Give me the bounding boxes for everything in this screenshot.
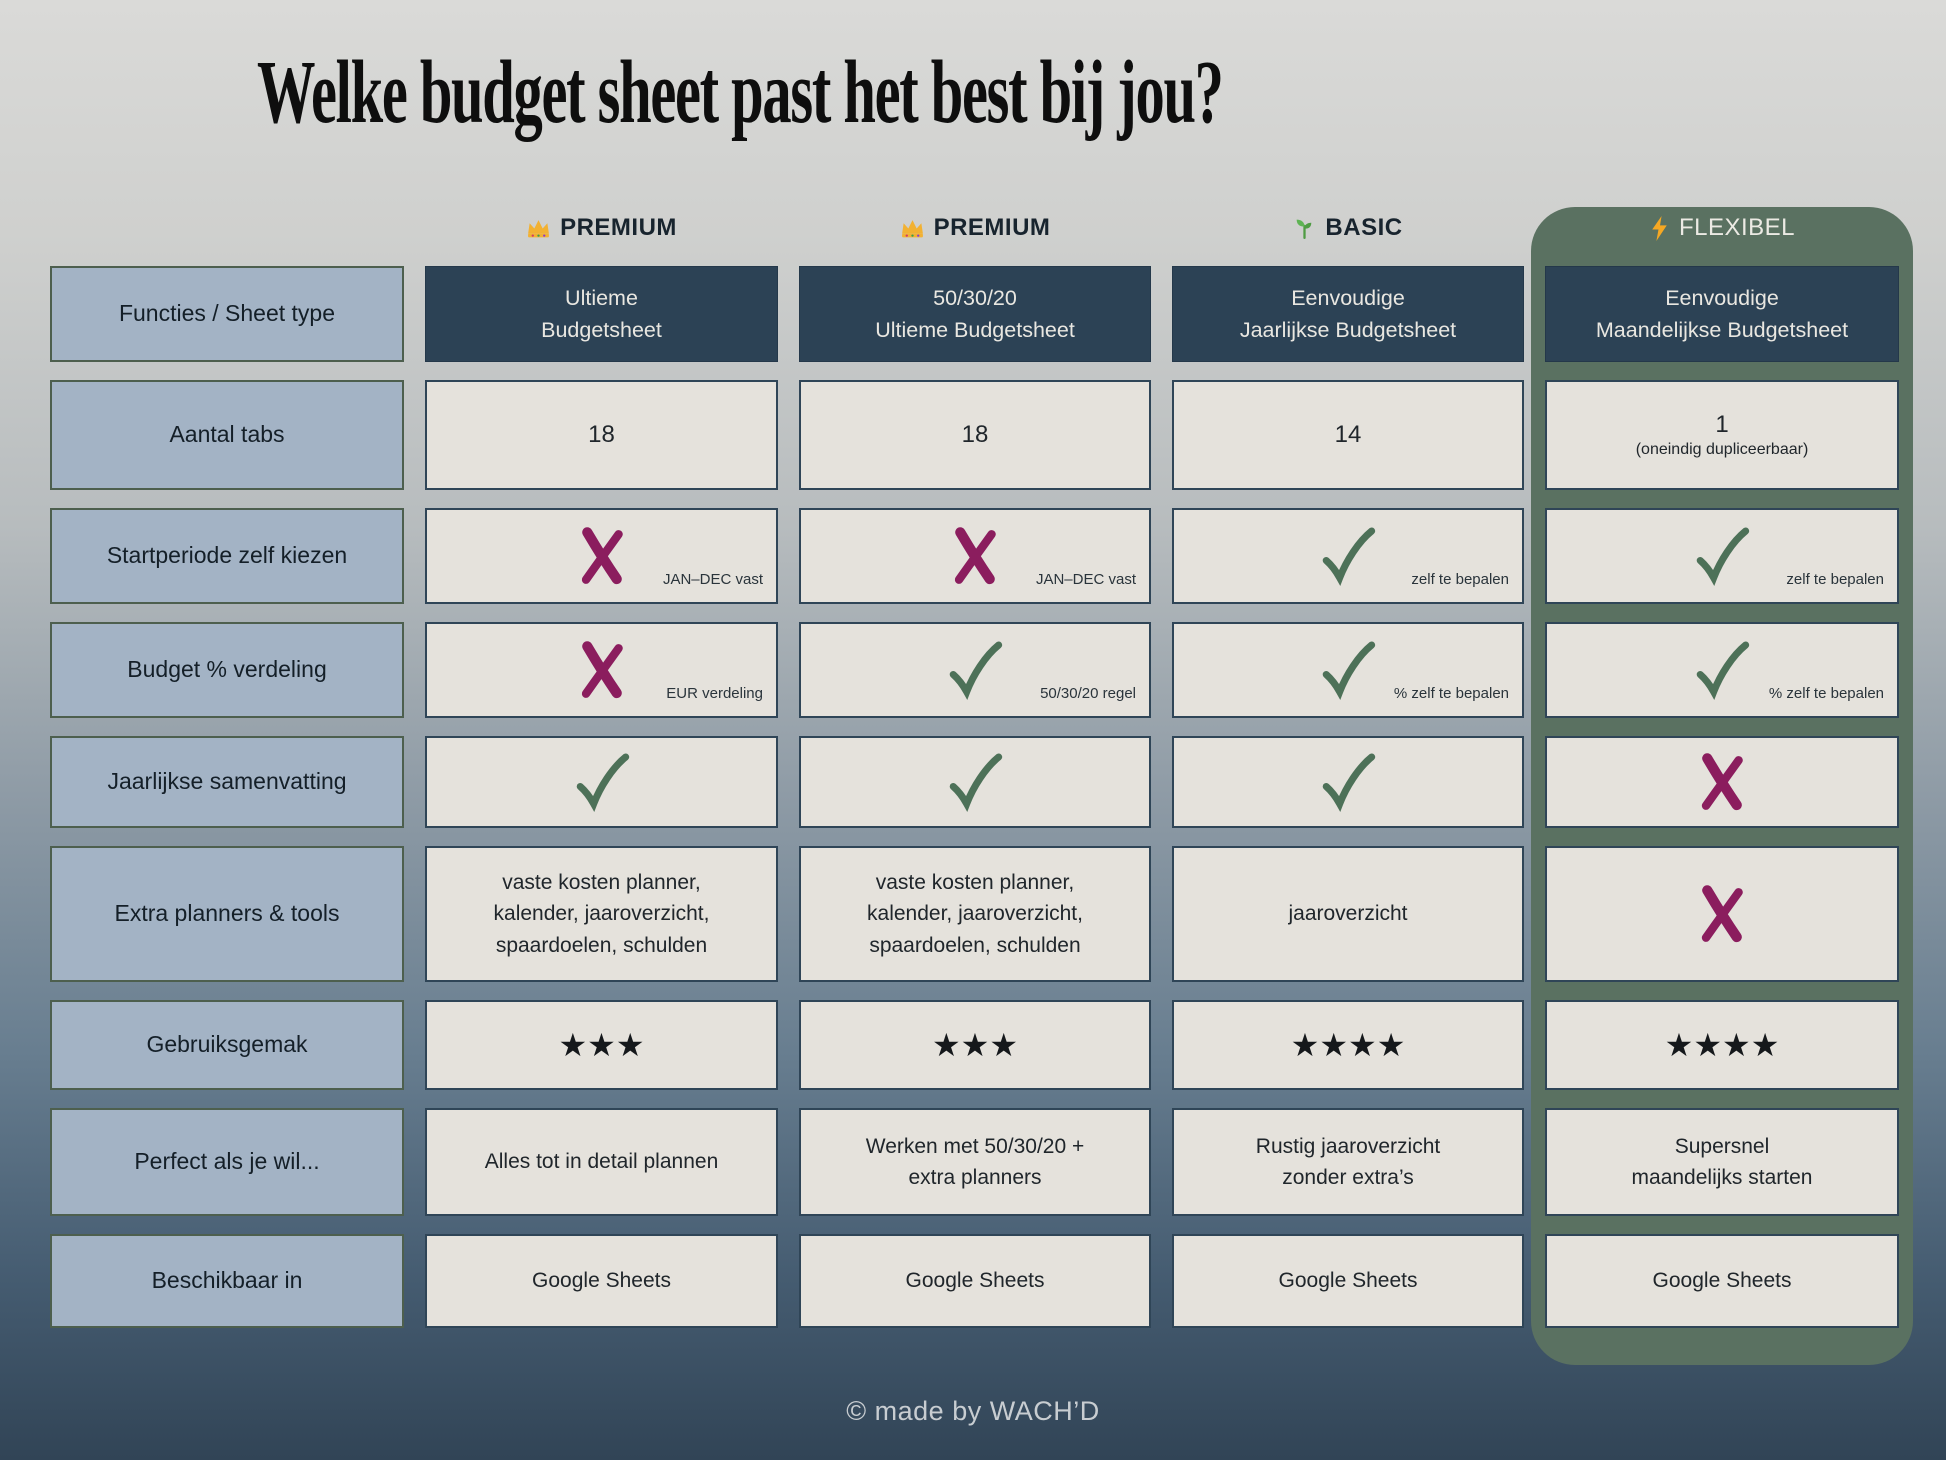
cross-icon: [1690, 882, 1754, 946]
check-icon: [1316, 750, 1380, 814]
tier-badge-premium-2: PREMIUM: [799, 208, 1151, 248]
cell-tabs-col4: 1 (oneindig dupliceerbaar): [1545, 380, 1899, 490]
row-label-extra-planners: Extra planners & tools: [50, 846, 404, 982]
cell-samenvatting-col1: [425, 736, 778, 828]
cell-tabs-col1: 18: [425, 380, 778, 490]
cell-perfect-col1: Alles tot in detail plannen: [425, 1108, 778, 1216]
cell-samenvatting-col4: [1545, 736, 1899, 828]
cell-beschikbaar-col3: Google Sheets: [1172, 1234, 1524, 1328]
cell-budget-col3: % zelf te bepalen: [1172, 622, 1524, 718]
cell-startperiode-col3: zelf te bepalen: [1172, 508, 1524, 604]
cell-note: zelf te bepalen: [1411, 571, 1509, 588]
row-label-startperiode: Startperiode zelf kiezen: [50, 508, 404, 604]
cross-icon: [570, 524, 634, 588]
row-label-jaarlijkse-samenvatting: Jaarlijkse samenvatting: [50, 736, 404, 828]
crown-icon: [900, 218, 925, 239]
cell-extra-col2: vaste kosten planner, kalender, jaarover…: [799, 846, 1151, 982]
cell-tabs-col2: 18: [799, 380, 1151, 490]
cell-tabs-col3: 14: [1172, 380, 1524, 490]
cell-stars-col1: ★★★: [425, 1000, 778, 1090]
cell-beschikbaar-col2: Google Sheets: [799, 1234, 1151, 1328]
cross-icon: [570, 638, 634, 702]
cell-note: zelf te bepalen: [1786, 571, 1884, 588]
cell-note: EUR verdeling: [666, 685, 763, 702]
tier-label: PREMIUM: [560, 214, 677, 241]
cell-startperiode-col1: JAN–DEC vast: [425, 508, 778, 604]
check-icon: [943, 750, 1007, 814]
cell-perfect-col2: Werken met 50/30/20 + extra planners: [799, 1108, 1151, 1216]
page-title: Welke budget sheet past het best bij jou…: [257, 43, 1224, 142]
cell-samenvatting-col2: [799, 736, 1151, 828]
check-icon: [570, 750, 634, 814]
lightning-icon: [1649, 215, 1670, 242]
cell-startperiode-col2: JAN–DEC vast: [799, 508, 1151, 604]
cell-extra-col4: [1545, 846, 1899, 982]
tabs-note: (oneindig dupliceerbaar): [1635, 441, 1809, 458]
cell-note: % zelf te bepalen: [1768, 685, 1884, 702]
cell-beschikbaar-col4: Google Sheets: [1545, 1234, 1899, 1328]
seedling-icon: [1293, 217, 1316, 240]
cell-beschikbaar-col1: Google Sheets: [425, 1234, 778, 1328]
cell-budget-col4: % zelf te bepalen: [1545, 622, 1899, 718]
row-label-beschikbaar-in: Beschikbaar in: [50, 1234, 404, 1328]
column-header-ultieme-budgetsheet: Ultieme Budgetsheet: [425, 266, 778, 362]
cell-note: JAN–DEC vast: [662, 571, 763, 588]
cell-startperiode-col4: zelf te bepalen: [1545, 508, 1899, 604]
credit-line: © made by WACH’D: [846, 1396, 1100, 1426]
cell-budget-col2: 50/30/20 regel: [799, 622, 1151, 718]
cell-stars-col3: ★★★★: [1172, 1000, 1524, 1090]
column-header-eenvoudige-jaarlijkse-budgetsheet: Eenvoudige Jaarlijkse Budgetsheet: [1172, 266, 1524, 362]
tier-badge-premium-1: PREMIUM: [425, 208, 778, 248]
cell-note: JAN–DEC vast: [1035, 571, 1136, 588]
comparison-table: PREMIUM PREMIUM BASIC FLEXIBEL Functies …: [50, 208, 1899, 1328]
check-icon: [943, 638, 1007, 702]
row-label-aantal-tabs: Aantal tabs: [50, 380, 404, 490]
cell-note: % zelf te bepalen: [1393, 685, 1509, 702]
tier-row-spacer: [50, 208, 404, 248]
crown-icon: [526, 218, 551, 239]
column-header-eenvoudige-maandelijkse-budgetsheet: Eenvoudige Maandelijkse Budgetsheet: [1545, 266, 1899, 362]
cross-icon: [1690, 750, 1754, 814]
tabs-value: 1: [1715, 411, 1729, 438]
check-icon: [1316, 638, 1380, 702]
tier-badge-flexibel: FLEXIBEL: [1545, 208, 1899, 248]
check-icon: [1316, 524, 1380, 588]
row-label-budget-verdeling: Budget % verdeling: [50, 622, 404, 718]
check-icon: [1690, 524, 1754, 588]
cell-perfect-col4: Supersnel maandelijks starten: [1545, 1108, 1899, 1216]
row-label-perfect-als-je-wil: Perfect als je wil...: [50, 1108, 404, 1216]
check-icon: [1690, 638, 1754, 702]
cell-stars-col4: ★★★★: [1545, 1000, 1899, 1090]
cell-perfect-col3: Rustig jaaroverzicht zonder extra’s: [1172, 1108, 1524, 1216]
row-label-gebruiksgemak: Gebruiksgemak: [50, 1000, 404, 1090]
tier-label: BASIC: [1325, 214, 1403, 241]
cell-samenvatting-col3: [1172, 736, 1524, 828]
tier-label: FLEXIBEL: [1678, 214, 1796, 241]
cell-extra-col3: jaaroverzicht: [1172, 846, 1524, 982]
cell-extra-col1: vaste kosten planner, kalender, jaarover…: [425, 846, 778, 982]
row-label-functies-sheet-type: Functies / Sheet type: [50, 266, 404, 362]
cell-note: 50/30/20 regel: [1040, 685, 1136, 702]
cell-budget-col1: EUR verdeling: [425, 622, 778, 718]
cross-icon: [943, 524, 1007, 588]
column-header-503020-ultieme-budgetsheet: 50/30/20 Ultieme Budgetsheet: [799, 266, 1151, 362]
tier-label: PREMIUM: [933, 214, 1051, 241]
cell-stars-col2: ★★★: [799, 1000, 1151, 1090]
tier-badge-basic: BASIC: [1172, 208, 1524, 248]
